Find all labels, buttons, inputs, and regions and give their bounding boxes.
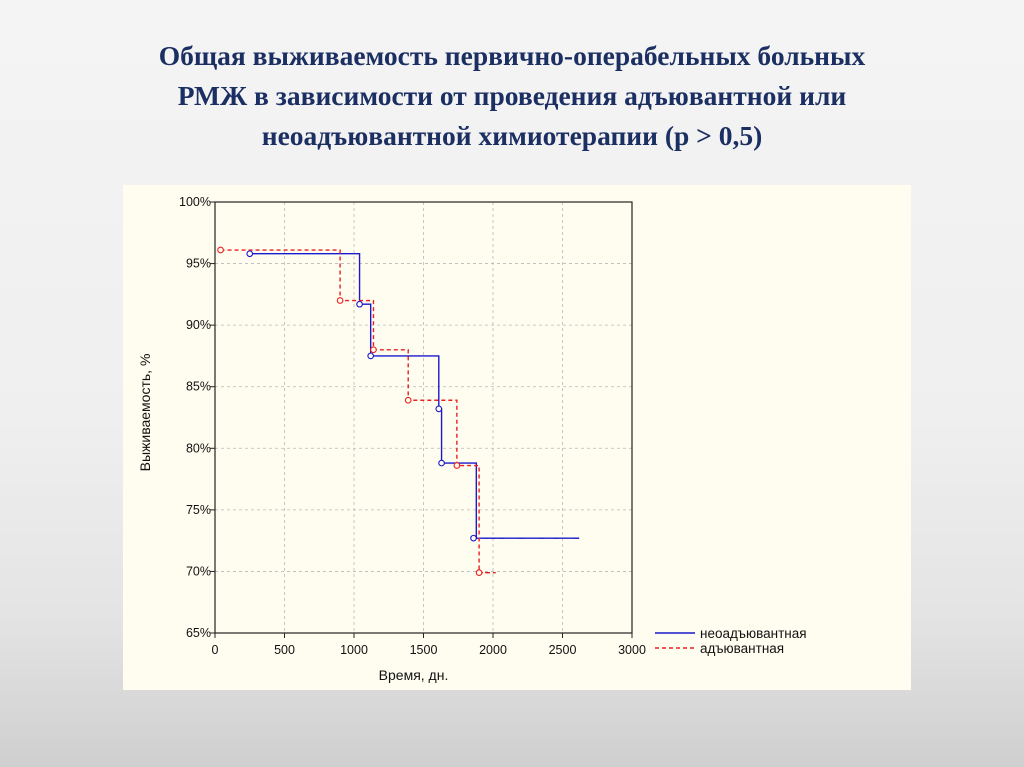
- slide-title-line-1: Общая выживаемость первично-операбельных…: [158, 40, 866, 71]
- y-tick-label: 75%: [186, 503, 211, 517]
- y-tick-label: 85%: [186, 380, 211, 394]
- slide-title-line-2: РМЖ в зависимости от проведения адъювант…: [177, 80, 847, 111]
- slide-title: Общая выживаемость первично-операбельных…: [40, 36, 984, 156]
- series-marker-adjuvant: [453, 462, 461, 469]
- series-marker-adjuvant: [217, 246, 224, 254]
- series-marker-adjuvant: [475, 569, 483, 577]
- legend-label-neoadjuvant: неоадъювантная: [700, 626, 807, 641]
- slide-title-line-3: неоадъювантной химиотерапии (р > 0,5): [261, 120, 763, 151]
- x-tick-label: 2500: [549, 643, 577, 657]
- series-marker-neoadjuvant: [435, 405, 443, 413]
- x-tick-label: 3000: [618, 643, 646, 657]
- x-axis-title: Время, дн.: [379, 667, 449, 683]
- series-marker-neoadjuvant: [356, 300, 363, 308]
- y-tick-label: 70%: [186, 564, 211, 578]
- series-marker-adjuvant: [370, 346, 377, 354]
- x-tick-label: 1500: [410, 643, 438, 657]
- y-tick-label: 90%: [186, 318, 211, 332]
- x-tick-label: 1000: [340, 643, 368, 657]
- survival-chart: 65% 70% 75% 80% 85% 90% 95% 100% 0 500 1000 1500 200…: [137, 195, 807, 683]
- y-axis-title: Выживаемость, %: [137, 354, 153, 472]
- series-marker-neoadjuvant: [367, 352, 375, 360]
- series-marker-adjuvant: [336, 297, 344, 304]
- y-tick-label: 100%: [179, 195, 211, 209]
- x-tick-label: 0: [212, 643, 219, 657]
- series-marker-neoadjuvant: [470, 534, 477, 542]
- x-tick-label: 500: [274, 643, 295, 657]
- chart-panel: 65% 70% 75% 80% 85% 90% 95% 100% 0 500 1000 1500 200…: [123, 185, 911, 690]
- y-tick-label: 95%: [186, 257, 211, 271]
- y-tick-label: 65%: [186, 626, 211, 640]
- y-tick-label: 80%: [186, 441, 211, 455]
- series-line-neoadjuvant: [249, 253, 580, 539]
- series-marker-neoadjuvant: [246, 250, 254, 258]
- series-marker-adjuvant: [404, 396, 412, 404]
- x-tick-label: 2000: [479, 643, 507, 657]
- legend-label-adjuvant: адъювантная: [700, 641, 784, 656]
- series-marker-neoadjuvant: [438, 459, 445, 467]
- series-line-adjuvant: [220, 249, 496, 574]
